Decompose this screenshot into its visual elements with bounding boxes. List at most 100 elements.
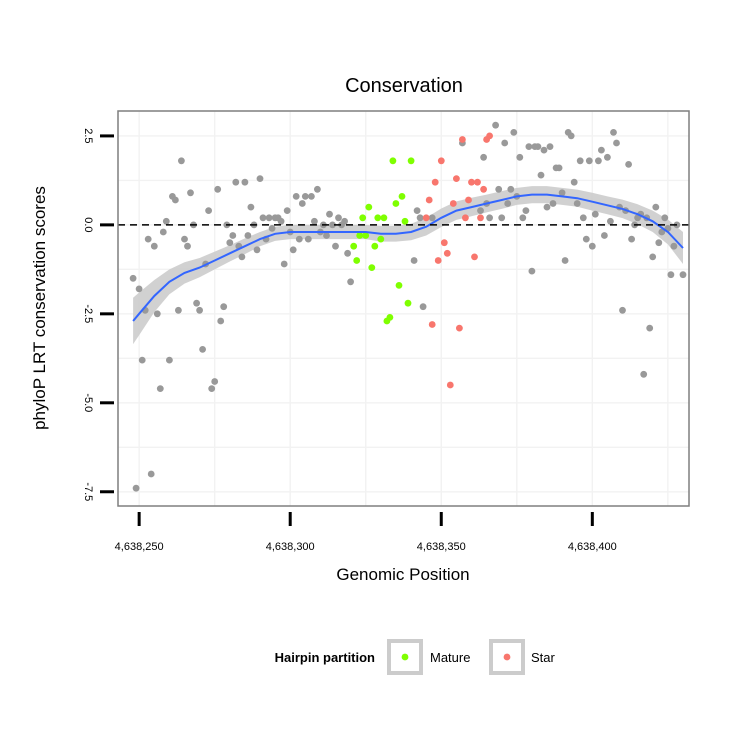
x-tick-label: 4,638,350	[417, 541, 466, 553]
data-point-other	[283, 207, 291, 215]
data-point-mature	[353, 257, 361, 264]
data-point-other	[329, 221, 336, 229]
data-point-star	[449, 200, 457, 207]
data-point-other	[534, 143, 542, 151]
data-point-mature	[407, 157, 415, 165]
data-point-other	[498, 214, 506, 222]
data-point-star	[446, 381, 454, 389]
y-tick-label: -2.5	[82, 304, 94, 323]
data-point-other	[220, 303, 228, 311]
gridlines	[118, 111, 689, 506]
y-tick-label: 0.0	[82, 217, 94, 232]
data-point-mature	[380, 214, 388, 222]
data-point-other	[528, 267, 536, 275]
data-point-star	[456, 324, 463, 332]
data-point-other	[619, 306, 626, 314]
data-point-other	[187, 189, 194, 197]
data-point-other	[199, 346, 207, 353]
legend-swatch-mature	[401, 653, 409, 661]
data-point-other	[265, 214, 273, 222]
data-point-other	[211, 378, 219, 385]
data-point-mature	[371, 242, 379, 250]
data-point-other	[486, 214, 493, 222]
x-tick-label: 4,638,400	[568, 541, 617, 553]
data-point-other	[295, 235, 303, 243]
data-point-other	[670, 242, 678, 250]
legend-title: Hairpin partition	[275, 650, 375, 665]
data-point-other	[308, 193, 315, 200]
data-point-other	[522, 207, 530, 215]
data-point-other	[311, 217, 318, 225]
data-point-other	[582, 235, 590, 243]
x-axis: 4,638,250 4,638,300 4,638,350 4,638,400	[115, 512, 617, 553]
data-point-mature	[404, 299, 412, 307]
data-point-other	[576, 157, 584, 165]
data-point-other	[153, 310, 161, 318]
data-point-other	[323, 232, 330, 239]
data-point-star	[465, 196, 472, 204]
x-tick-label: 4,638,250	[115, 541, 164, 553]
x-axis-title: Genomic Position	[336, 565, 469, 584]
data-point-other	[229, 232, 237, 239]
data-point-mature	[365, 203, 373, 211]
data-point-other	[341, 217, 348, 225]
data-point-other	[525, 143, 533, 151]
y-tick-label: -5.0	[82, 393, 94, 412]
chart-title: Conservation	[345, 75, 463, 97]
data-point-other	[413, 207, 421, 215]
legend-item-star: Star	[489, 639, 556, 675]
data-point-other	[172, 196, 179, 204]
data-point-other	[601, 232, 608, 239]
data-point-other	[613, 139, 620, 147]
data-point-star	[440, 239, 448, 247]
data-point-other	[256, 175, 264, 183]
legend-item-mature: Mature	[387, 639, 470, 675]
data-point-other	[335, 214, 342, 222]
data-point-other	[598, 146, 605, 154]
data-point-other	[253, 246, 261, 254]
data-point-other	[492, 121, 499, 129]
data-point-other	[625, 161, 632, 168]
data-point-other	[162, 217, 170, 225]
data-point-other	[585, 157, 593, 165]
data-point-other	[129, 274, 137, 282]
data-point-other	[217, 317, 225, 325]
data-point-other	[573, 200, 581, 207]
data-point-other	[135, 285, 143, 293]
plot-panel	[117, 110, 690, 507]
data-point-other	[147, 470, 155, 478]
data-point-other	[604, 153, 611, 161]
data-point-other	[326, 210, 333, 218]
data-point-other	[477, 207, 484, 215]
panel-border	[117, 110, 690, 507]
data-point-other	[543, 203, 551, 211]
data-point-other	[144, 235, 152, 243]
data-point-mature	[395, 282, 403, 289]
data-point-other	[652, 203, 660, 211]
data-point-mature	[392, 200, 400, 207]
data-point-other	[301, 193, 309, 200]
data-point-other	[507, 185, 515, 193]
data-point-other	[138, 356, 146, 364]
data-point-other	[628, 235, 635, 243]
data-point-other	[184, 242, 191, 250]
data-point-other	[277, 217, 285, 225]
data-point-other	[410, 257, 418, 264]
data-point-other	[540, 146, 548, 154]
data-point-other	[504, 200, 512, 207]
data-point-other	[232, 178, 240, 186]
data-point-other	[579, 214, 587, 222]
data-point-other	[166, 356, 173, 364]
data-point-mature	[389, 157, 397, 165]
data-point-other	[546, 143, 554, 151]
data-point-star	[474, 178, 481, 186]
data-point-other	[667, 271, 675, 279]
data-point-mature	[359, 214, 367, 222]
data-point-other	[280, 260, 288, 268]
data-point-other	[646, 324, 654, 332]
data-point-other	[561, 257, 569, 264]
data-point-other	[591, 210, 599, 218]
data-point-mature	[362, 232, 370, 239]
data-point-mature	[398, 193, 406, 200]
data-point-star	[471, 253, 478, 261]
